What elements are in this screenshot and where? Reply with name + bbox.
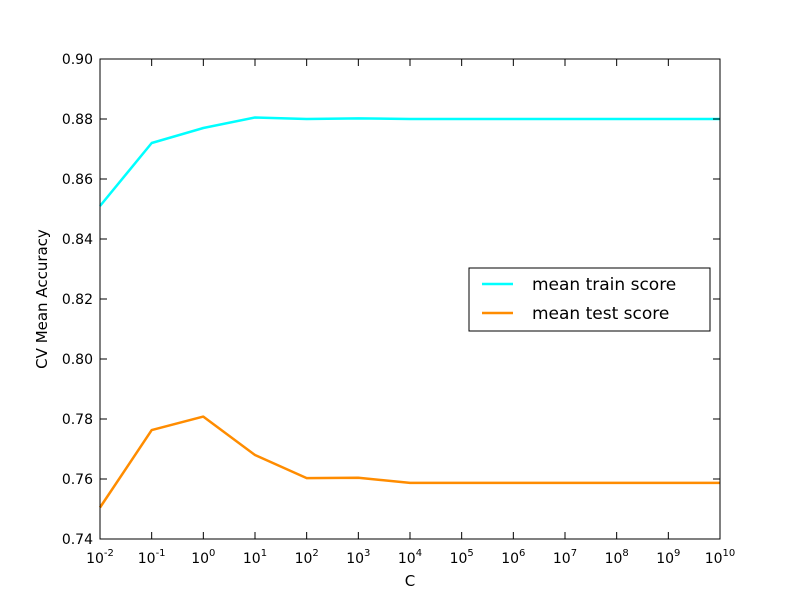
- y-tick-label: 0.90: [62, 52, 93, 68]
- x-tick-label: 105: [450, 548, 474, 567]
- x-tick-label: 104: [398, 548, 422, 567]
- x-tick-label: 1010: [705, 548, 736, 567]
- y-tick-label: 0.88: [62, 112, 93, 128]
- y-tick-label: 0.80: [62, 352, 93, 368]
- x-tick-label: 109: [656, 548, 680, 567]
- legend-label-test: mean test score: [532, 304, 669, 324]
- y-tick-label: 0.76: [62, 472, 93, 488]
- y-tick-label: 0.78: [62, 412, 93, 428]
- x-tick-label: 10-2: [86, 548, 114, 567]
- legend: mean train score mean test score: [468, 267, 711, 332]
- y-tick-label: 0.82: [62, 292, 93, 308]
- x-tick-label: 103: [346, 548, 370, 567]
- legend-label-train: mean train score: [532, 275, 676, 295]
- x-tick-label: 101: [243, 548, 267, 567]
- plot-lines: [98, 116, 720, 509]
- y-tick-label: 0.86: [62, 172, 93, 188]
- tick-labels: 0.74 0.76 0.78 0.80 0.82 0.84 0.86 0.88 0.90 10-2…: [62, 52, 735, 567]
- x-tick-label: 108: [605, 548, 629, 567]
- x-tick-label: 102: [295, 548, 319, 567]
- x-tick-label: 100: [191, 548, 215, 567]
- x-tick-label: 107: [553, 548, 577, 567]
- series-line-train: [99, 116, 720, 207]
- x-tick-label: 10-1: [138, 548, 166, 567]
- x-axis-label: C: [405, 572, 415, 590]
- y-tick-label: 0.84: [62, 232, 93, 248]
- series-line-test: [98, 415, 720, 509]
- legend-box: [468, 267, 711, 332]
- axis-ticks: [99, 58, 721, 540]
- y-axis-label: CV Mean Accuracy: [33, 229, 51, 369]
- y-tick-label: 0.74: [62, 532, 93, 548]
- x-tick-label: 106: [501, 548, 525, 567]
